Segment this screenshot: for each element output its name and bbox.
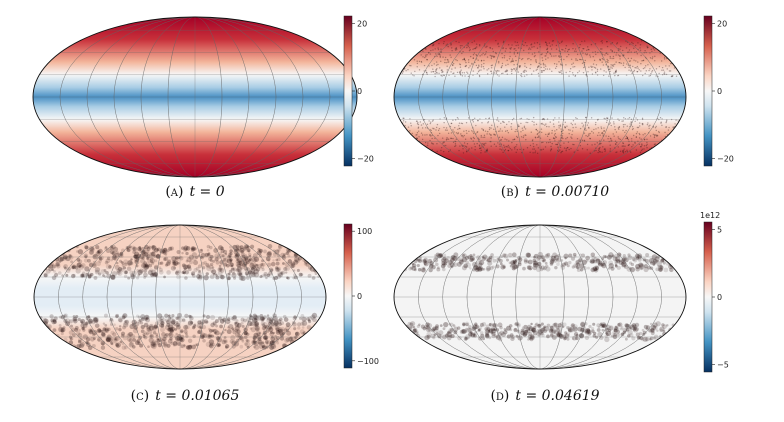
caption-label: (c) [130,388,150,404]
colorbar-tick-label: −20 [717,155,734,164]
mollweide-map-b [393,16,687,178]
colorbar-tick-label: 0 [357,292,362,301]
mollweide-map-c [33,224,327,370]
colorbar-d: 5 0 −5 1e12 [696,210,746,376]
mollweide-map-d [393,224,687,370]
map-outline [33,224,327,370]
panel-a [30,14,360,180]
colorbar-tick-label: −100 [357,357,379,366]
panel-d [390,222,690,372]
caption-label: (b) [500,184,520,200]
caption-equation: t = 0.00710 [525,184,610,200]
caption-c: (c) t = 0.01065 [115,388,255,404]
panel-c [30,222,330,372]
caption-a: (a) t = 0 [155,184,235,200]
colorbar-tick-label: 20 [357,20,367,29]
colorbar-b: 20 0 −20 [696,14,746,174]
caption-b: (b) t = 0.00710 [485,184,625,200]
colorbar-exponent: 1e12 [700,211,720,220]
map-outline [393,224,687,370]
colorbar-scale [343,223,353,369]
colorbar-tick-label: 20 [717,20,727,29]
colorbar-c: 100 0 −100 [336,222,386,372]
panel-b [390,14,690,180]
caption-equation: t = 0.04619 [515,388,600,404]
colorbar-tick-label: −5 [717,361,729,370]
graticule [394,17,686,177]
colorbar-tick-label: 5 [717,226,722,235]
colorbar-tick-label: −20 [357,155,374,164]
caption-equation: t = 0.01065 [155,388,240,404]
colorbar-tick-label: 0 [717,293,722,302]
colorbar-tick-label: 0 [717,87,722,96]
map-outline [393,16,687,178]
caption-d: (d) t = 0.04619 [475,388,615,404]
colorbar-scale [343,15,353,167]
colorbar-tick-label: 100 [357,227,372,236]
caption-label: (a) [165,184,184,200]
mollweide-map-a [32,16,358,178]
map-outline [32,16,358,178]
caption-label: (d) [490,388,510,404]
graticule [394,225,686,369]
graticule [33,17,357,177]
colorbar-scale [703,15,713,167]
colorbar-tick-label: 0 [357,87,362,96]
caption-equation: t = 0 [189,184,225,200]
colorbar-a: 20 0 −20 [336,14,386,174]
graticule [34,225,326,369]
colorbar-scale [703,221,713,373]
